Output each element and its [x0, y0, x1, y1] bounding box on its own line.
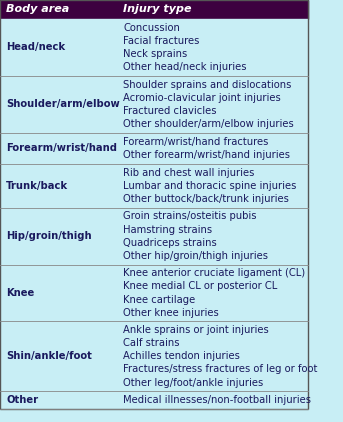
- Text: Other hip/groin/thigh injuries: Other hip/groin/thigh injuries: [123, 251, 268, 260]
- Text: Hip/groin/thigh: Hip/groin/thigh: [6, 231, 92, 241]
- Text: Rib and chest wall injuries: Rib and chest wall injuries: [123, 168, 255, 178]
- Text: Shoulder sprains and dislocations: Shoulder sprains and dislocations: [123, 80, 292, 90]
- Text: Lumbar and thoracic spine injuries: Lumbar and thoracic spine injuries: [123, 181, 297, 191]
- Text: Other knee injuries: Other knee injuries: [123, 308, 219, 317]
- Text: Trunk/back: Trunk/back: [6, 181, 68, 191]
- Text: Other buttock/back/trunk injuries: Other buttock/back/trunk injuries: [123, 194, 289, 203]
- Bar: [0, 392, 308, 409]
- Bar: [0, 208, 308, 265]
- Text: Ankle sprains or joint injuries: Ankle sprains or joint injuries: [123, 325, 269, 335]
- Text: Groin strains/osteitis pubis: Groin strains/osteitis pubis: [123, 211, 257, 222]
- Text: Other shoulder/arm/elbow injuries: Other shoulder/arm/elbow injuries: [123, 119, 294, 129]
- Bar: [0, 265, 308, 322]
- Text: Medical illnesses/non-football injuries: Medical illnesses/non-football injuries: [123, 395, 311, 406]
- Text: Body area: Body area: [6, 4, 69, 14]
- Text: Shoulder/arm/elbow: Shoulder/arm/elbow: [6, 99, 120, 109]
- Text: Knee anterior cruciate ligament (CL): Knee anterior cruciate ligament (CL): [123, 268, 305, 279]
- Text: Calf strains: Calf strains: [123, 338, 180, 349]
- Text: Fractures/stress fractures of leg or foot: Fractures/stress fractures of leg or foo…: [123, 365, 318, 374]
- Text: Forearm/wrist/hand fractures: Forearm/wrist/hand fractures: [123, 137, 269, 147]
- Bar: [0, 0, 308, 19]
- Text: Head/neck: Head/neck: [6, 42, 65, 52]
- Text: Injury type: Injury type: [123, 4, 192, 14]
- Text: Acromio-clavicular joint injuries: Acromio-clavicular joint injuries: [123, 93, 281, 103]
- Bar: [0, 76, 308, 133]
- Text: Knee medial CL or posterior CL: Knee medial CL or posterior CL: [123, 281, 277, 292]
- Text: Other forearm/wrist/hand injuries: Other forearm/wrist/hand injuries: [123, 150, 290, 160]
- Bar: [0, 133, 308, 164]
- Text: Quadriceps strains: Quadriceps strains: [123, 238, 217, 248]
- Bar: [0, 19, 308, 76]
- Text: Other: Other: [6, 395, 38, 406]
- Bar: [0, 164, 308, 208]
- Text: Shin/ankle/foot: Shin/ankle/foot: [6, 352, 92, 362]
- Text: Other head/neck injuries: Other head/neck injuries: [123, 62, 247, 72]
- Text: Hamstring strains: Hamstring strains: [123, 225, 212, 235]
- Text: Other leg/foot/ankle injuries: Other leg/foot/ankle injuries: [123, 378, 263, 387]
- Text: Concussion: Concussion: [123, 23, 180, 33]
- Text: Facial fractures: Facial fractures: [123, 36, 200, 46]
- Text: Fractured clavicles: Fractured clavicles: [123, 106, 217, 116]
- Text: Achilles tendon injuries: Achilles tendon injuries: [123, 352, 240, 362]
- Bar: [0, 322, 308, 392]
- Text: Knee cartilage: Knee cartilage: [123, 295, 196, 305]
- Text: Forearm/wrist/hand: Forearm/wrist/hand: [6, 143, 117, 153]
- Text: Neck sprains: Neck sprains: [123, 49, 188, 59]
- Text: Knee: Knee: [6, 288, 34, 298]
